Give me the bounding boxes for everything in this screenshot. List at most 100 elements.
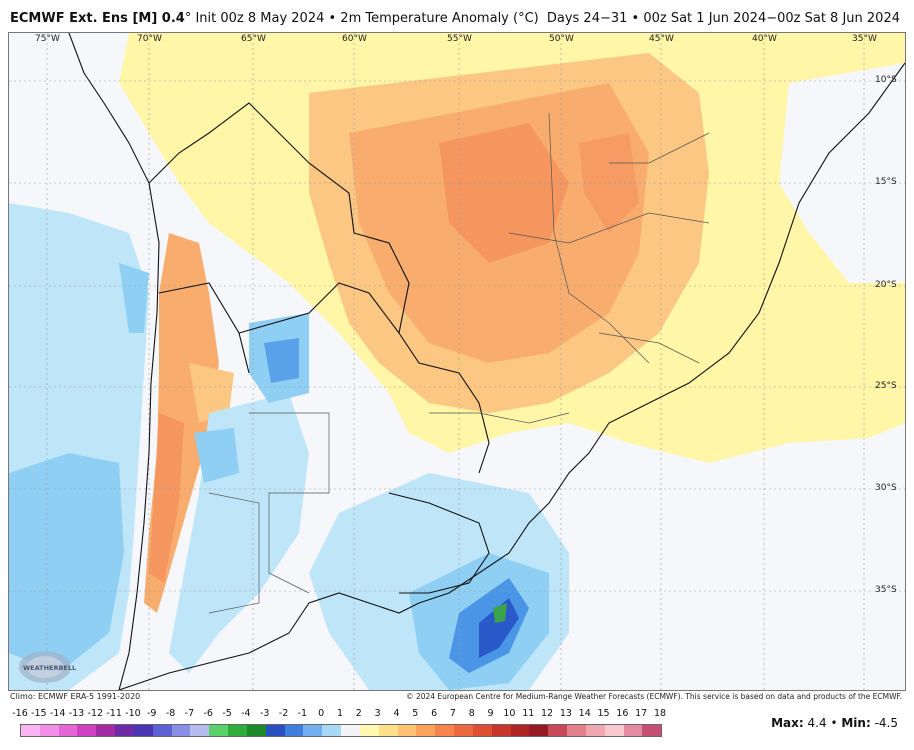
colorbar-tick-label: 18: [653, 708, 667, 719]
colorbar-swatch: [246, 725, 266, 736]
colorbar-tick-label: 2: [355, 708, 362, 719]
colorbar-swatch: [472, 725, 492, 736]
colorbar-swatch: [152, 725, 172, 736]
lat-label: 20°S: [875, 280, 897, 290]
colorbar-swatch: [265, 725, 285, 736]
anomaly-map: [9, 33, 905, 690]
colorbar-tick-label: -1: [297, 708, 308, 719]
unit-close: ): [533, 11, 539, 26]
init-text: Init 00z 8 May 2024 • 2m Temperature Ano…: [191, 11, 519, 26]
min-value: -4.5: [874, 716, 898, 730]
valid-period: Days 24−31 • 00z Sat 1 Jun 2024−00z Sat …: [546, 11, 900, 26]
colorbar-swatch: [133, 725, 153, 736]
logo-text: WEATHERBELL: [23, 664, 76, 672]
colorbar-swatch: [378, 725, 398, 736]
colorbar-tick-label: -6: [203, 708, 213, 719]
lat-label: 15°S: [875, 177, 897, 187]
colorbar-swatch: [604, 725, 624, 736]
max-label: Max:: [771, 716, 804, 730]
colorbar-labels: -16 -15 -14 -13 -12 -11 -10 -9 -8 -7 -6 -5 -4 -3 -2 -1 0…: [12, 708, 666, 722]
model-name: ECMWF Ext. Ens [M] 0.4: [10, 11, 185, 26]
colorbar-tick-label: 0: [318, 708, 325, 719]
lon-label: 75°W: [35, 34, 60, 44]
max-value: 4.4: [807, 716, 827, 730]
lon-label: 55°W: [447, 34, 472, 44]
colorbar-swatch: [209, 725, 229, 736]
colorbar-swatch: [303, 725, 323, 736]
colorbar-tick-label: 12: [541, 708, 554, 719]
colorbar-tick-label: -12: [87, 708, 104, 719]
lat-label: 25°S: [875, 381, 897, 391]
colorbar-swatch: [623, 725, 643, 736]
lon-label: 60°W: [342, 34, 367, 44]
colorbar-swatch: [359, 725, 379, 736]
country-borders: [68, 33, 905, 690]
lat-label: 35°S: [875, 585, 897, 595]
colorbar-swatch: [284, 725, 304, 736]
colorbar-tick-label: 6: [431, 708, 438, 719]
lon-label: 70°W: [137, 34, 162, 44]
colorbar-tick-label: -10: [125, 708, 141, 719]
colorbar-swatch: [228, 725, 247, 736]
colorbar-tick-label: -9: [147, 708, 157, 719]
colorbar-tick-label: -14: [49, 708, 66, 719]
colorbar-tick-label: -11: [106, 708, 122, 719]
lon-label: 45°W: [649, 34, 674, 44]
map-panel: 75°W 70°W 65°W 60°W 55°W 50°W 45°W 40°W 35°W 10°…: [8, 32, 906, 691]
colorbar-tick-label: -3: [259, 708, 270, 719]
colorbar-swatch: [397, 725, 417, 736]
colorbar-swatch: [115, 725, 134, 736]
colorbar-swatch: [491, 725, 511, 736]
colorbar-tick-label: -8: [165, 708, 176, 719]
lon-label: 65°W: [241, 34, 266, 44]
colorbar-swatch: [39, 725, 59, 736]
colorbar-tick-label: -15: [31, 708, 47, 719]
header: ECMWF Ext. Ens [M] 0.4° Init 00z 8 May 2…: [0, 0, 914, 30]
lon-label: 35°W: [852, 34, 877, 44]
colorbar-swatch: [171, 725, 191, 736]
colorbar-tick-label: 10: [503, 708, 516, 719]
max-min-readout: Max: 4.4 • Min: -4.5: [771, 716, 898, 730]
colorbar-swatch: [58, 725, 78, 736]
colorbar-tick-label: 17: [635, 708, 648, 719]
colorbar-swatch: [529, 725, 549, 736]
colorbar-swatch: [96, 725, 116, 736]
colorbar-tick-label: 13: [559, 708, 572, 719]
colorbar-swatch: [322, 725, 342, 736]
colorbar-tick-label: -4: [241, 708, 251, 719]
map-title: ECMWF Ext. Ens [M] 0.4° Init 00z 8 May 2…: [10, 11, 539, 26]
colorbar-swatch: [341, 725, 360, 736]
colorbar-tick-label: 14: [578, 708, 591, 719]
graticule: [9, 33, 905, 690]
colorbar-tick-label: 7: [449, 708, 456, 719]
colorbar-tick-label: -7: [184, 708, 195, 719]
colorbar-tick-label: 4: [393, 708, 400, 719]
min-label: Min:: [841, 716, 871, 730]
colorbar-swatch: [567, 725, 586, 736]
colorbar-tick-label: 9: [487, 708, 494, 719]
colorbar-tick-label: 5: [412, 708, 419, 719]
colorbar-swatch: [435, 725, 455, 736]
colorbar-swatch: [510, 725, 530, 736]
lon-label: 40°W: [752, 34, 777, 44]
colorbar-swatch: [454, 725, 473, 736]
lon-label: 50°W: [549, 34, 574, 44]
colorbar-tick-label: 15: [597, 708, 610, 719]
colorbar-tick-label: 1: [336, 708, 344, 719]
lat-label: 10°S: [875, 75, 897, 85]
colorbar-tick-label: 11: [522, 708, 535, 719]
lat-label: 30°S: [875, 483, 897, 493]
state-borders: [208, 112, 710, 614]
colorbar-tick-label: -13: [68, 708, 85, 719]
colorbar-swatch: [190, 725, 210, 736]
colorbar-swatch: [21, 725, 40, 736]
copyright-note: © 2024 European Centre for Medium-Range …: [406, 692, 902, 701]
colorbar-tick-label: 16: [616, 708, 629, 719]
colorbar-swatch: [585, 725, 605, 736]
weatherbell-logo: WEATHERBELL: [15, 645, 95, 685]
colorbar-swatch: [416, 725, 436, 736]
model-degree: °: [184, 11, 192, 26]
colorbar-swatch: [77, 725, 97, 736]
colorbar-swatch: [642, 725, 662, 736]
colorbar-tick-label: 8: [468, 708, 475, 719]
